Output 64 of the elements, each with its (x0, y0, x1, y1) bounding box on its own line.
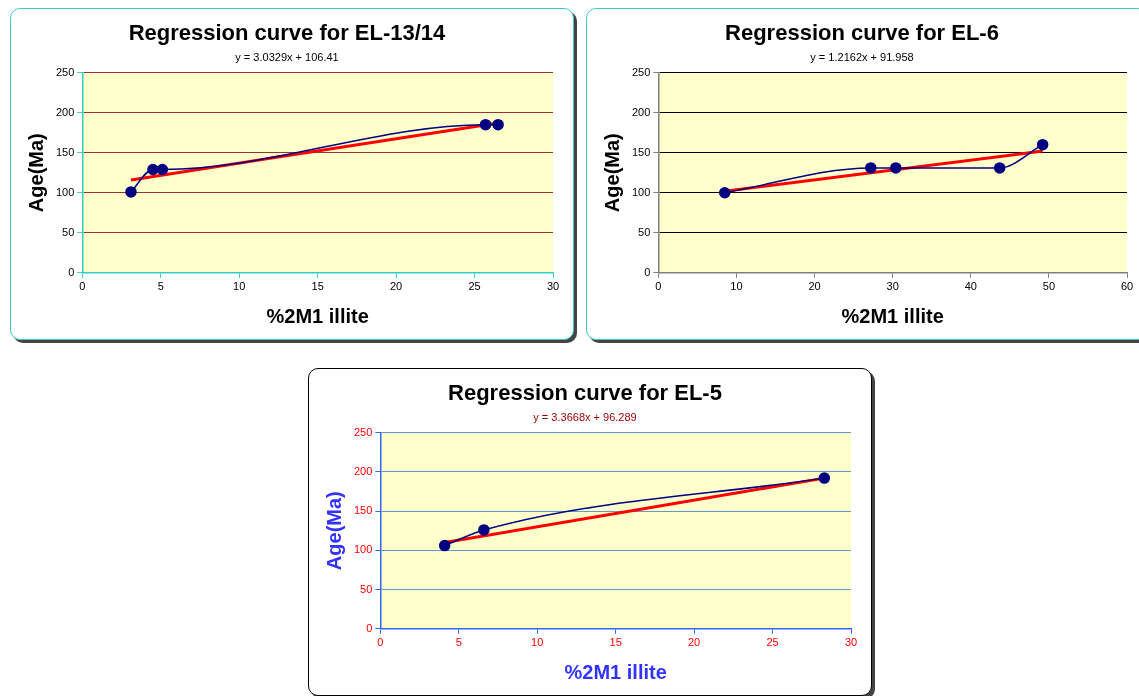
point (993, 162, 1006, 174)
x-tick-label: 0 (79, 280, 86, 293)
y-tick-label: 250 (353, 425, 373, 438)
point (156, 163, 169, 176)
x-tick-label: 15 (311, 280, 324, 293)
x-tick-label: 5 (157, 280, 164, 293)
x-tick-label: 15 (609, 636, 622, 649)
y-tick-label: 0 (366, 621, 373, 634)
x-tick-label: 10 (233, 280, 246, 293)
y-tick-label: 200 (353, 464, 373, 477)
point (438, 539, 451, 552)
y-tick-label: 150 (353, 504, 373, 517)
y-tick-label: 50 (360, 582, 373, 595)
y-tick-label: 50 (638, 225, 651, 238)
x-axis-title: %2M1 illite (564, 660, 667, 683)
chart-subtitle: y = 1.2162x + 91.958 (810, 51, 914, 64)
y-tick-label: 250 (631, 65, 651, 78)
x-tick-label: 40 (964, 280, 977, 293)
x-tick-label: 30 (546, 280, 560, 293)
point (890, 162, 902, 174)
point (492, 118, 504, 131)
x-tick-label: 50 (1042, 280, 1056, 293)
y-tick-label: 50 (62, 225, 75, 238)
y-tick-label: 100 (631, 185, 651, 198)
x-tick-label: 60 (1120, 280, 1134, 293)
x-axis-title: %2M1 illite (266, 304, 369, 327)
x-axis-title: %2M1 illite (841, 304, 944, 327)
x-tick-label: 0 (655, 280, 662, 293)
y-tick-label: 100 (353, 543, 373, 556)
point (719, 186, 731, 199)
x-tick-label: 20 (808, 280, 821, 293)
x-tick-label: 30 (844, 636, 858, 649)
y-tick-label: 150 (55, 145, 75, 158)
chart-subtitle: y = 3.3668x + 96.289 (533, 411, 637, 424)
x-tick-label: 5 (455, 636, 462, 649)
x-tick-label: 25 (766, 636, 779, 649)
chart-title: Regression curve for EL-6 (725, 20, 999, 46)
x-tick-label: 25 (468, 280, 481, 293)
x-tick-label: 10 (730, 280, 743, 293)
y-axis-title: Age(Ma) (24, 133, 47, 213)
point (478, 524, 490, 536)
point (865, 162, 877, 174)
x-tick-label: 20 (687, 636, 701, 649)
y-tick-label: 200 (55, 105, 75, 118)
point (818, 472, 831, 484)
y-tick-label: 100 (55, 185, 75, 198)
x-tick-label: 20 (389, 280, 403, 293)
chart-title: Regression curve for EL-13/14 (128, 20, 447, 46)
y-axis-title: Age(Ma) (600, 133, 623, 213)
y-tick-label: 0 (644, 265, 651, 278)
y-tick-label: 150 (631, 145, 651, 158)
x-tick-label: 30 (886, 280, 899, 293)
point (147, 163, 159, 176)
chart-subtitle: y = 3.0329x + 106.41 (235, 51, 339, 64)
y-tick-label: 0 (68, 265, 75, 278)
y-axis-title: Age(Ma) (322, 491, 345, 571)
x-tick-label: 0 (377, 636, 384, 649)
point (125, 186, 137, 198)
y-tick-label: 200 (631, 105, 651, 118)
chart-title: Regression curve for EL-5 (448, 380, 722, 406)
x-tick-label: 10 (531, 636, 544, 649)
y-tick-label: 250 (55, 65, 75, 78)
point (1036, 138, 1049, 151)
point (479, 118, 492, 131)
